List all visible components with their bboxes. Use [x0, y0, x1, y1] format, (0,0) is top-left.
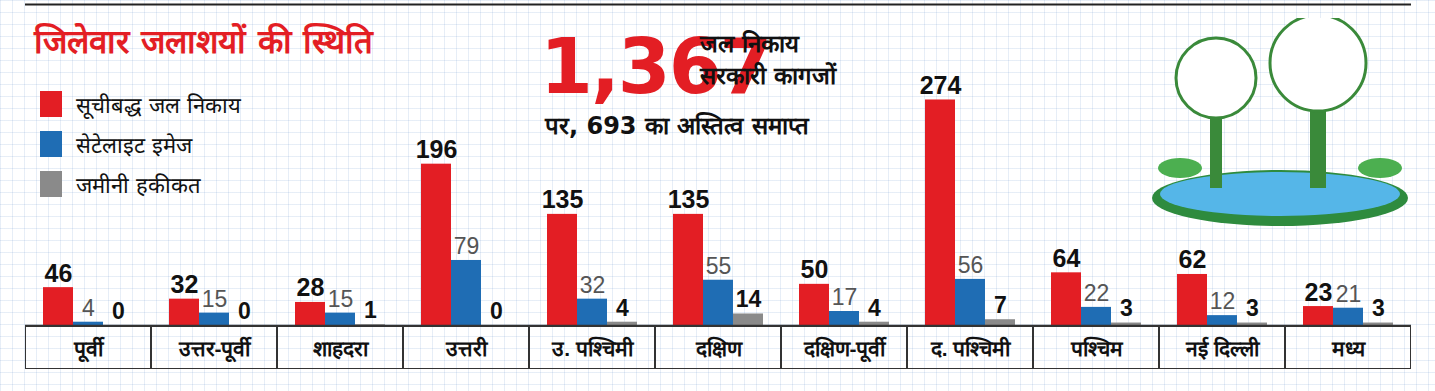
svg-text:62: 62 [1179, 245, 1207, 273]
svg-text:12: 12 [1210, 288, 1236, 314]
svg-text:0: 0 [238, 298, 251, 324]
svg-text:नई दिल्ली: नई दिल्ली [1185, 336, 1261, 360]
svg-text:46: 46 [45, 259, 73, 287]
svg-text:22: 22 [1084, 280, 1110, 306]
svg-text:पूर्वी: पूर्वी [73, 336, 105, 363]
svg-text:21: 21 [1336, 281, 1362, 307]
html-text:जल निकाय: जल निकाय [700, 30, 800, 58]
svg-text:79: 79 [454, 233, 480, 259]
svg-text:56: 56 [958, 252, 984, 278]
svg-text:17: 17 [832, 284, 858, 310]
svg-text:3: 3 [1372, 295, 1385, 321]
svg-text:50: 50 [801, 255, 829, 283]
html-text:जमीनी हकीकत: जमीनी हकीकत [76, 173, 201, 198]
svg-text:28: 28 [297, 273, 325, 301]
svg-text:3: 3 [1120, 295, 1133, 321]
svg-text:दक्षिण-पूर्वी: दक्षिण-पूर्वी [803, 336, 888, 363]
svg-text:3: 3 [1246, 295, 1259, 321]
html-text:1,367: 1,367 [540, 22, 771, 111]
svg-text:7: 7 [994, 292, 1007, 318]
svg-text:14: 14 [736, 286, 762, 312]
svg-text:दक्षिण: दक्षिण [695, 336, 743, 360]
svg-text:4: 4 [616, 295, 629, 321]
html-text:सरकारी कागजों: सरकारी कागजों [700, 62, 837, 90]
svg-text:64: 64 [1053, 244, 1081, 272]
html-text:सूचीबद्ध जल निकाय: सूचीबद्ध जल निकाय [76, 93, 241, 118]
svg-text:4: 4 [868, 295, 881, 321]
svg-text:274: 274 [920, 71, 962, 99]
svg-text:पश्चिम: पश्चिम [1070, 336, 1124, 360]
svg-text:55: 55 [706, 253, 732, 279]
svg-text:135: 135 [668, 185, 710, 213]
svg-text:4: 4 [82, 295, 95, 321]
svg-text:द. पश्चिमी: द. पश्चिमी [930, 336, 1013, 360]
svg-text:23: 23 [1305, 278, 1333, 306]
svg-text:1: 1 [364, 297, 377, 323]
svg-text:135: 135 [542, 185, 584, 213]
svg-text:32: 32 [580, 272, 606, 298]
svg-text:15: 15 [202, 286, 228, 312]
html-text:पर, 693 का अस्तित्व समाप्त: पर, 693 का अस्तित्व समाप्त [545, 112, 809, 140]
html-text:जिलेवार जलाशयों की स्थिति: जिलेवार जलाशयों की स्थिति [34, 22, 374, 61]
svg-text:उ. पश्चिमी: उ. पश्चिमी [551, 336, 635, 360]
svg-text:उत्तर-पूर्वी: उत्तर-पूर्वी [178, 336, 253, 363]
svg-text:उत्तरी: उत्तरी [445, 336, 489, 360]
svg-text:0: 0 [112, 298, 125, 324]
svg-text:15: 15 [328, 286, 354, 312]
svg-text:196: 196 [416, 135, 458, 163]
html-text:सेटेलाइट इमेज: सेटेलाइट इमेज [76, 133, 192, 158]
svg-text:32: 32 [171, 270, 199, 298]
svg-text:शाहदरा: शाहदरा [313, 337, 370, 360]
svg-text:0: 0 [490, 298, 503, 324]
svg-text:मध्य: मध्य [1331, 337, 1366, 360]
